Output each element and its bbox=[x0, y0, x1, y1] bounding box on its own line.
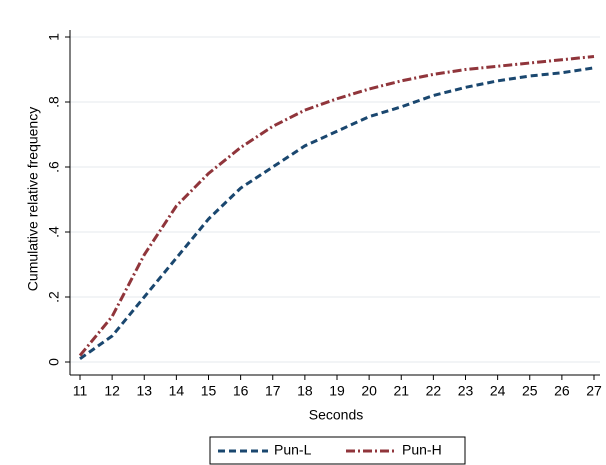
x-tick-label: 27 bbox=[586, 383, 602, 399]
x-tick-label: 21 bbox=[393, 383, 409, 399]
x-tick-label: 26 bbox=[554, 383, 570, 399]
x-tick-label: 15 bbox=[201, 383, 217, 399]
x-tick-label: 24 bbox=[490, 383, 506, 399]
y-tick-label: .2 bbox=[46, 291, 62, 303]
legend-label: Pun-H bbox=[402, 442, 442, 458]
y-tick-label: 1 bbox=[46, 33, 62, 41]
x-tick-label: 13 bbox=[136, 383, 152, 399]
legend: Pun-L Pun-H bbox=[209, 436, 466, 465]
legend-label: Pun-L bbox=[274, 442, 312, 458]
x-axis-title: Seconds bbox=[309, 407, 363, 423]
x-tick-label: 12 bbox=[104, 383, 120, 399]
x-tick-label: 17 bbox=[265, 383, 281, 399]
x-tick-label: 16 bbox=[233, 383, 249, 399]
x-tick-label: 19 bbox=[329, 383, 345, 399]
x-tick-label: 18 bbox=[297, 383, 313, 399]
y-tick-label: .8 bbox=[46, 96, 62, 108]
y-tick-label: .6 bbox=[46, 161, 62, 173]
data-line bbox=[79, 66, 595, 360]
x-tick-label: 11 bbox=[73, 383, 88, 399]
y-axis-title: Cumulative relative frequency bbox=[25, 107, 41, 291]
y-tick-label: 0 bbox=[46, 358, 62, 366]
x-tick-label: 20 bbox=[361, 383, 377, 399]
y-tick-label: .4 bbox=[46, 226, 62, 238]
x-tick-label: 23 bbox=[458, 383, 474, 399]
x-tick-label: 14 bbox=[169, 383, 185, 399]
data-line bbox=[78, 55, 595, 357]
x-tick-label: 25 bbox=[522, 383, 538, 399]
x-tick-label: 22 bbox=[426, 383, 442, 399]
